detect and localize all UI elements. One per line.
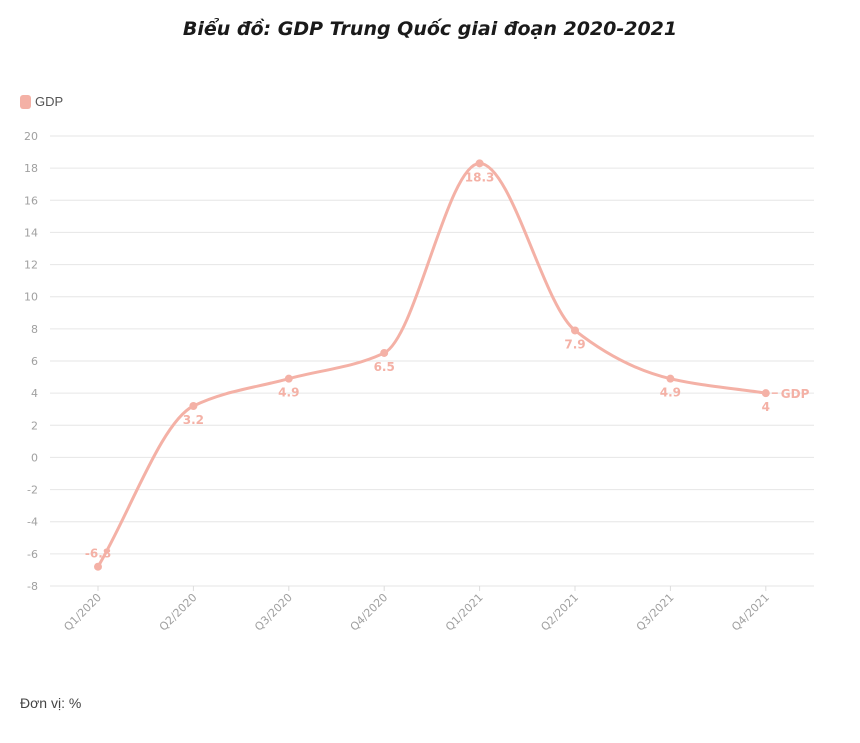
data-point: [94, 562, 102, 571]
data-label: 3.2: [183, 413, 204, 427]
x-tick-label: Q1/2021: [443, 591, 486, 634]
y-tick-label: 2: [31, 419, 38, 432]
y-tick-label: 8: [31, 323, 38, 336]
data-point: [475, 159, 484, 168]
series-line-gdp: [96, 161, 767, 568]
data-labels: -6.8 3.2 4.9 6.5 18.3 7.9 4.9 4: [85, 170, 770, 560]
data-label: 4.9: [660, 386, 681, 400]
x-tick-label: Q2/2021: [538, 591, 581, 634]
y-tick-label: 6: [31, 355, 38, 368]
y-tick-label: -2: [27, 484, 38, 497]
x-axis-ticks: Q1/2020 Q2/2020 Q3/2020 Q4/2020 Q1/2021 Q2/20…: [61, 586, 772, 634]
y-tick-label: -4: [27, 516, 38, 529]
data-point: [571, 326, 579, 335]
y-tick-label: 14: [24, 226, 38, 239]
data-point: [380, 348, 389, 357]
data-points: [94, 159, 770, 571]
x-tick-label: Q1/2020: [61, 591, 104, 634]
y-tick-label: 20: [24, 130, 38, 143]
data-label: -6.8: [85, 547, 111, 561]
legend-label-gdp: GDP: [35, 94, 64, 109]
data-point: [189, 402, 198, 410]
x-tick-label: Q4/2021: [729, 591, 772, 634]
legend-swatch-gdp: [20, 94, 31, 109]
y-axis-ticks: -8 -6 -4 -2 0 2 4 6 8 10 12 14 16 18 20: [24, 130, 38, 593]
x-tick-label: Q3/2020: [252, 591, 295, 634]
y-tick-label: -8: [27, 580, 38, 593]
data-label: 4.9: [278, 386, 299, 400]
y-tick-label: 12: [24, 259, 38, 272]
y-tick-label: 10: [24, 291, 38, 304]
grid-lines: [50, 135, 814, 587]
y-tick-label: -6: [27, 548, 38, 561]
data-label: 4: [762, 400, 770, 414]
x-tick-label: Q3/2021: [634, 591, 677, 634]
y-tick-label: 4: [31, 387, 38, 400]
y-tick-label: 0: [31, 451, 38, 464]
chart-title: Biểu đồ: GDP Trung Quốc giai đoạn 2020-2…: [182, 18, 678, 40]
data-point: [284, 374, 293, 383]
data-label: 6.5: [374, 360, 395, 374]
legend[interactable]: GDP: [20, 94, 63, 109]
y-tick-label: 18: [24, 162, 38, 175]
data-point: [761, 389, 770, 398]
series-end-label: GDP: [771, 387, 810, 401]
x-tick-label: Q2/2020: [157, 591, 200, 634]
data-label: 18.3: [465, 170, 495, 184]
series-end-name: GDP: [781, 387, 810, 401]
x-tick-label: Q4/2020: [348, 591, 391, 634]
unit-label: Đơn vị: %: [20, 695, 82, 711]
data-label: 7.9: [564, 337, 585, 351]
data-point: [666, 374, 675, 383]
y-tick-label: 16: [24, 194, 38, 207]
